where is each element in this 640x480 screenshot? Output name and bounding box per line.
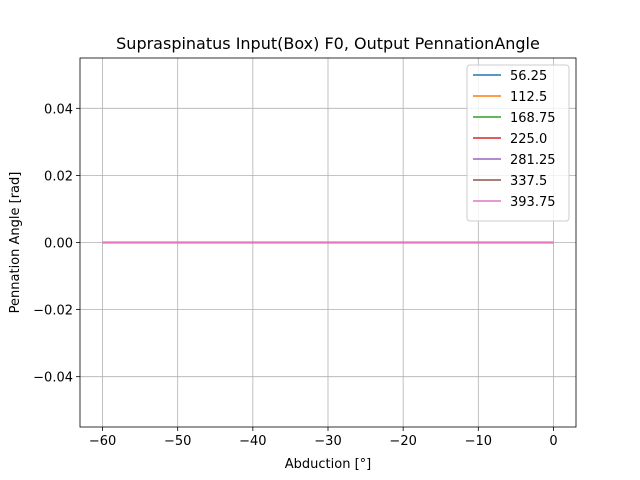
y-tick-label: 0.02 [44, 169, 73, 184]
y-tick-label: 0.04 [44, 102, 73, 117]
x-tick-label: 0 [549, 434, 557, 449]
y-tick-label: −0.02 [33, 304, 73, 319]
legend: 56.25 112.5 168.75 225.0 281.25 337.5 393.75 [467, 65, 569, 221]
y-tick-label: −0.04 [33, 371, 73, 386]
chart-title: Supraspinatus Input(Box) F0, Output Penn… [116, 34, 540, 53]
legend-label: 281.25 [510, 153, 556, 168]
x-tick-label: −40 [239, 434, 266, 449]
legend-label: 337.5 [510, 174, 547, 189]
legend-label: 225.0 [510, 132, 547, 147]
legend-label: 168.75 [510, 111, 556, 126]
legend-label: 112.5 [510, 90, 547, 105]
x-tick-label: −20 [389, 434, 416, 449]
x-tick-label: −50 [164, 434, 191, 449]
legend-label: 393.75 [510, 195, 556, 210]
x-tick-label: −10 [465, 434, 492, 449]
x-tick-label: −60 [89, 434, 116, 449]
y-axis-label: Pennation Angle [rad] [8, 172, 23, 314]
y-tick-label: 0.00 [44, 237, 73, 252]
x-tick-label: −30 [314, 434, 341, 449]
x-axis-label: Abduction [°] [285, 457, 371, 472]
legend-label: 56.25 [510, 69, 547, 84]
